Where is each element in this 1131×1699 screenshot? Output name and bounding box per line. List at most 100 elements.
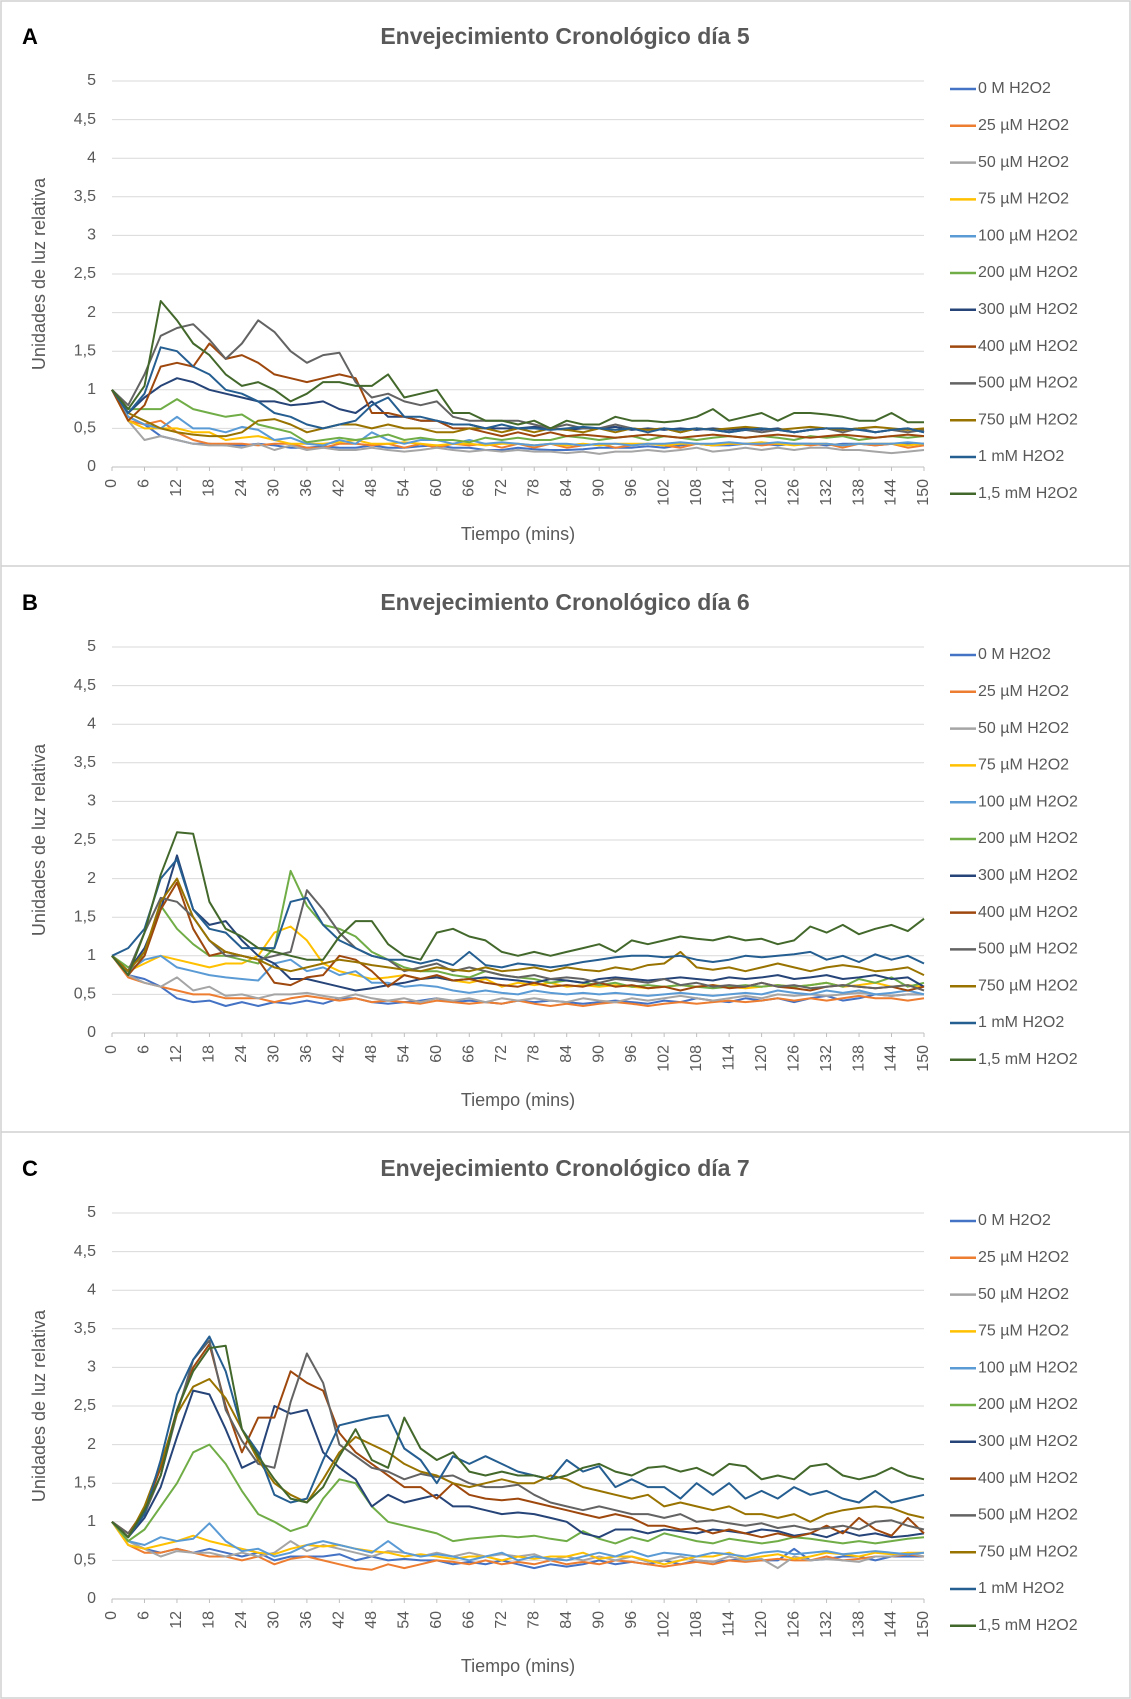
y-tick-label: 1 bbox=[87, 947, 96, 964]
legend-label: 75 µM H2O2 bbox=[978, 191, 1069, 208]
y-tick-label: 2,5 bbox=[74, 265, 96, 282]
x-tick-label: 12 bbox=[168, 1611, 185, 1629]
data-line bbox=[111, 858, 925, 969]
legend-label: 75 µM H2O2 bbox=[978, 757, 1069, 774]
panel-label: A bbox=[22, 24, 38, 49]
data-line bbox=[111, 1389, 925, 1539]
chart-title: Envejecimiento Cronológico día 5 bbox=[380, 23, 750, 49]
y-tick-label: 5 bbox=[87, 638, 96, 655]
x-tick-label: 6 bbox=[136, 479, 153, 488]
y-tick-label: 1,5 bbox=[74, 1474, 96, 1491]
x-tick-label: 66 bbox=[460, 479, 477, 497]
y-axis-title: Unidades de luz relativa bbox=[29, 1309, 49, 1502]
x-tick-label: 24 bbox=[233, 1045, 250, 1063]
legend-label: 500 µM H2O2 bbox=[978, 1507, 1078, 1524]
x-tick-label: 132 bbox=[818, 479, 835, 506]
x-tick-label: 12 bbox=[168, 1045, 185, 1063]
legend-label: 1 mM H2O2 bbox=[978, 1014, 1064, 1031]
x-tick-label: 108 bbox=[688, 479, 705, 506]
legend-label: 750 µM H2O2 bbox=[978, 977, 1078, 994]
x-tick-label: 144 bbox=[883, 1611, 900, 1638]
x-tick-label: 102 bbox=[655, 1045, 672, 1072]
data-line bbox=[111, 831, 925, 977]
x-tick-label: 120 bbox=[753, 1045, 770, 1072]
y-axis-title: Unidades de luz relativa bbox=[29, 177, 49, 370]
x-tick-label: 48 bbox=[363, 1045, 380, 1063]
x-tick-label: 42 bbox=[331, 1611, 348, 1629]
y-tick-label: 3 bbox=[87, 793, 96, 810]
panel-label: C bbox=[22, 1156, 38, 1181]
x-tick-label: 18 bbox=[201, 1611, 218, 1629]
legend-label: 100 µM H2O2 bbox=[978, 1359, 1078, 1376]
y-tick-label: 4,5 bbox=[74, 111, 96, 128]
x-tick-label: 66 bbox=[460, 1611, 477, 1629]
x-tick-label: 24 bbox=[233, 1611, 250, 1629]
x-tick-label: 48 bbox=[363, 479, 380, 497]
x-tick-label: 84 bbox=[558, 1611, 575, 1629]
y-axis-title: Unidades de luz relativa bbox=[29, 743, 49, 936]
legend-label: 50 µM H2O2 bbox=[978, 1286, 1069, 1303]
data-line bbox=[111, 881, 925, 992]
x-tick-label: 0 bbox=[103, 479, 120, 488]
y-tick-label: 0 bbox=[87, 458, 96, 475]
data-line bbox=[111, 300, 924, 430]
legend-label: 300 µM H2O2 bbox=[978, 301, 1078, 318]
data-line bbox=[111, 1339, 925, 1535]
x-tick-label: 132 bbox=[818, 1045, 835, 1072]
x-tick-label: 36 bbox=[298, 1611, 315, 1629]
x-tick-label: 114 bbox=[720, 1611, 737, 1637]
legend-label: 1 mM H2O2 bbox=[978, 448, 1064, 465]
x-tick-label: 114 bbox=[720, 1045, 737, 1071]
y-tick-label: 0,5 bbox=[74, 986, 96, 1003]
y-tick-label: 3 bbox=[87, 227, 96, 244]
x-tick-label: 150 bbox=[915, 1045, 932, 1072]
y-tick-label: 5 bbox=[87, 1204, 96, 1221]
y-tick-label: 4,5 bbox=[74, 677, 96, 694]
legend-label: 50 µM H2O2 bbox=[978, 154, 1069, 171]
y-tick-label: 0 bbox=[87, 1024, 96, 1041]
y-tick-label: 3,5 bbox=[74, 1320, 96, 1337]
legend-label: 0 M H2O2 bbox=[978, 80, 1051, 97]
legend-label: 400 µM H2O2 bbox=[978, 1470, 1078, 1487]
legend-label: 750 µM H2O2 bbox=[978, 1543, 1078, 1560]
x-tick-label: 150 bbox=[915, 479, 932, 506]
y-tick-label: 4 bbox=[87, 149, 96, 166]
y-tick-label: 2 bbox=[87, 1436, 96, 1453]
y-tick-label: 1,5 bbox=[74, 908, 96, 925]
legend-label: 1 mM H2O2 bbox=[978, 1580, 1064, 1597]
data-line bbox=[111, 955, 924, 1004]
x-tick-label: 102 bbox=[655, 1611, 672, 1638]
x-axis-title: Tiempo (mins) bbox=[461, 1090, 575, 1110]
legend-label: 200 µM H2O2 bbox=[978, 830, 1078, 847]
x-tick-label: 126 bbox=[785, 1611, 802, 1638]
x-tick-label: 18 bbox=[201, 479, 218, 497]
y-tick-label: 0 bbox=[87, 1590, 96, 1607]
x-tick-label: 36 bbox=[298, 479, 315, 497]
x-tick-label: 96 bbox=[623, 1045, 640, 1063]
x-tick-label: 114 bbox=[720, 479, 737, 505]
legend-label: 400 µM H2O2 bbox=[978, 904, 1078, 921]
y-tick-label: 1 bbox=[87, 1513, 96, 1530]
y-tick-label: 3,5 bbox=[74, 188, 96, 205]
x-tick-label: 78 bbox=[525, 479, 542, 497]
y-tick-label: 1 bbox=[87, 381, 96, 398]
data-line bbox=[111, 877, 925, 977]
legend-label: 100 µM H2O2 bbox=[978, 793, 1078, 810]
legend-label: 750 µM H2O2 bbox=[978, 411, 1078, 428]
y-tick-label: 2 bbox=[87, 870, 96, 887]
data-line bbox=[111, 389, 925, 455]
x-tick-label: 60 bbox=[428, 1045, 445, 1063]
x-tick-label: 30 bbox=[266, 1611, 283, 1629]
x-tick-label: 66 bbox=[460, 1045, 477, 1063]
legend-label: 1,5 mM H2O2 bbox=[978, 1051, 1078, 1068]
x-tick-label: 78 bbox=[525, 1045, 542, 1063]
x-tick-label: 150 bbox=[915, 1611, 932, 1638]
data-line bbox=[111, 1443, 925, 1545]
y-tick-label: 4,5 bbox=[74, 1243, 96, 1260]
data-line bbox=[111, 342, 925, 439]
x-tick-label: 138 bbox=[850, 1611, 867, 1638]
x-tick-label: 96 bbox=[623, 479, 640, 497]
y-tick-label: 4 bbox=[87, 1281, 96, 1298]
x-tick-label: 54 bbox=[396, 1611, 413, 1629]
